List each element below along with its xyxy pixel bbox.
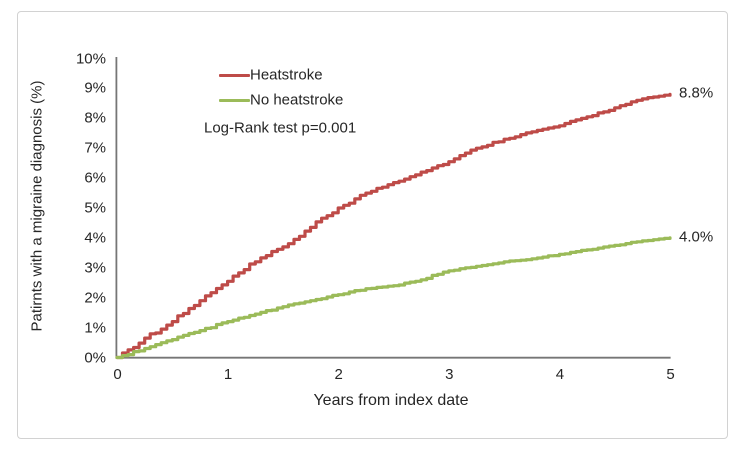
y-tick-label: 7% — [84, 139, 106, 157]
x-tick-label: 4 — [555, 366, 565, 383]
y-tick-label: 8% — [84, 109, 106, 127]
end-label-no-heatstroke: 4.0% — [679, 228, 714, 246]
y-tick-label: 0% — [84, 349, 106, 366]
y-tick-label: 6% — [84, 169, 106, 187]
axis-lines — [115, 57, 671, 359]
end-label-heatstroke: 8.8% — [679, 84, 714, 102]
heatstroke-curve — [115, 92, 672, 360]
x-tick-label: 5 — [666, 366, 675, 383]
y-axis-title: Patirnts with a migraine diagnosis (%) — [28, 80, 46, 332]
no-heatstroke-curve — [115, 236, 672, 360]
y-tick-label: 2% — [84, 289, 106, 307]
y-tick-label: 1% — [84, 319, 106, 337]
x-tick-label: 2 — [334, 366, 343, 383]
y-tick-label: 4% — [84, 229, 106, 247]
figure-card — [17, 11, 728, 439]
y-tick-label: 10% — [75, 50, 106, 67]
x-tick-label: 1 — [223, 366, 233, 383]
x-axis-title: Years from index date — [313, 392, 469, 409]
x-tick-label: 3 — [445, 366, 454, 383]
y-tick-label: 9% — [84, 79, 106, 97]
no-heatstroke-line-swatch — [219, 98, 250, 102]
x-tick-label: 0 — [113, 366, 122, 383]
y-tick-label: 3% — [84, 259, 106, 277]
legend-label-no-heatstroke: No heatstroke — [250, 91, 344, 109]
legend-label-heatstroke: Heatstroke — [250, 66, 323, 84]
log-rank-annotation: Log-Rank test p=0.001 — [204, 119, 357, 137]
y-tick-label: 5% — [84, 199, 106, 217]
heatstroke-line-swatch — [219, 73, 250, 77]
